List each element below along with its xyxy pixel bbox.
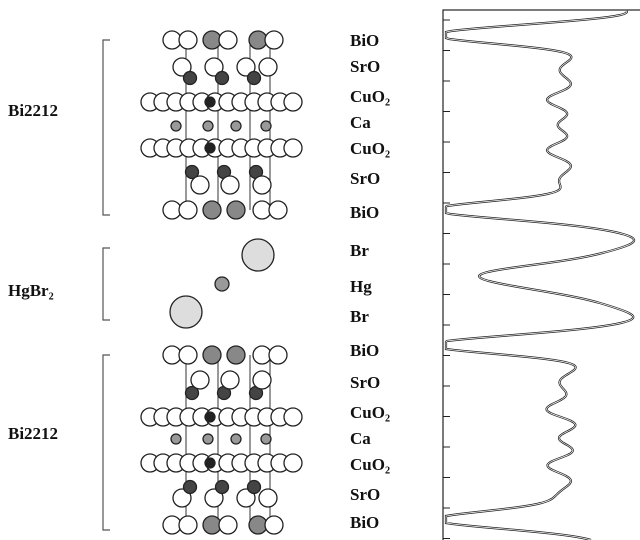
layer-label: SrO — [350, 57, 380, 76]
layer-label: CuO₂ — [350, 139, 390, 158]
atom — [216, 481, 229, 494]
atom — [179, 201, 197, 219]
atom — [205, 143, 215, 153]
atom — [284, 408, 302, 426]
atom — [203, 434, 213, 444]
group-label: HgBr₂ — [8, 281, 54, 300]
atom — [221, 176, 239, 194]
atom — [184, 72, 197, 85]
atom — [284, 454, 302, 472]
atom — [269, 201, 287, 219]
brackets — [103, 40, 110, 530]
atom — [261, 434, 271, 444]
layer-label: Hg — [350, 277, 372, 296]
atom — [216, 72, 229, 85]
atom — [248, 72, 261, 85]
layer-label: SrO — [350, 485, 380, 504]
layer-label: Br — [350, 307, 369, 326]
atom — [179, 31, 197, 49]
atom — [171, 121, 181, 131]
atom — [171, 434, 181, 444]
layer-label: Br — [350, 241, 369, 260]
group-label: Bi2212 — [8, 101, 58, 120]
atom — [265, 31, 283, 49]
layer-label: Ca — [350, 113, 371, 132]
atom — [179, 346, 197, 364]
layer-label: SrO — [350, 373, 380, 392]
atom — [227, 201, 245, 219]
atom — [163, 346, 181, 364]
layer-label: CuO₂ — [350, 455, 390, 474]
figure: Bi2212 HgBr₂ Bi2212 BiO SrO CuO₂ Ca CuO₂ SrO BiO B… — [0, 0, 640, 540]
atom — [242, 239, 274, 271]
atom — [191, 371, 209, 389]
bracket — [103, 355, 110, 530]
atom — [248, 481, 261, 494]
atom — [191, 176, 209, 194]
atom — [253, 201, 271, 219]
bracket — [103, 40, 110, 215]
profile-curve-inner — [446, 11, 634, 540]
atom — [253, 371, 271, 389]
atom — [221, 371, 239, 389]
profile — [443, 11, 634, 540]
atom — [259, 489, 277, 507]
bracket — [103, 248, 110, 320]
layer-label: BiO — [350, 341, 379, 360]
atom — [203, 31, 221, 49]
profile-frame — [443, 10, 640, 540]
atom — [284, 139, 302, 157]
atom — [249, 516, 267, 534]
layer-label: CuO₂ — [350, 87, 390, 106]
atom — [163, 201, 181, 219]
atoms — [141, 31, 302, 534]
atom — [205, 97, 215, 107]
atom — [179, 516, 197, 534]
atom — [184, 481, 197, 494]
atom — [205, 412, 215, 422]
atom — [203, 346, 221, 364]
layer-label: SrO — [350, 169, 380, 188]
atom — [249, 31, 267, 49]
atom — [170, 296, 202, 328]
profile-curve — [446, 11, 634, 540]
layer-label: Ca — [350, 429, 371, 448]
atom — [219, 516, 237, 534]
atom — [231, 121, 241, 131]
atom — [269, 346, 287, 364]
atom — [227, 346, 245, 364]
layer-label: BiO — [350, 31, 379, 50]
layer-label: CuO₂ — [350, 403, 390, 422]
page: Bi2212 HgBr₂ Bi2212 BiO SrO CuO₂ Ca CuO₂ SrO BiO B… — [0, 0, 640, 540]
atom — [231, 434, 241, 444]
atom — [259, 58, 277, 76]
atom — [205, 458, 215, 468]
atom — [203, 516, 221, 534]
atom — [163, 31, 181, 49]
layer-label: BiO — [350, 513, 379, 532]
atom — [261, 121, 271, 131]
layer-label: BiO — [350, 203, 379, 222]
atom — [219, 31, 237, 49]
group-label: Bi2212 — [8, 424, 58, 443]
atom — [253, 176, 271, 194]
atom — [215, 277, 229, 291]
atom — [163, 516, 181, 534]
atom — [284, 93, 302, 111]
atom — [265, 516, 283, 534]
atom — [203, 201, 221, 219]
atom — [253, 346, 271, 364]
atom — [203, 121, 213, 131]
